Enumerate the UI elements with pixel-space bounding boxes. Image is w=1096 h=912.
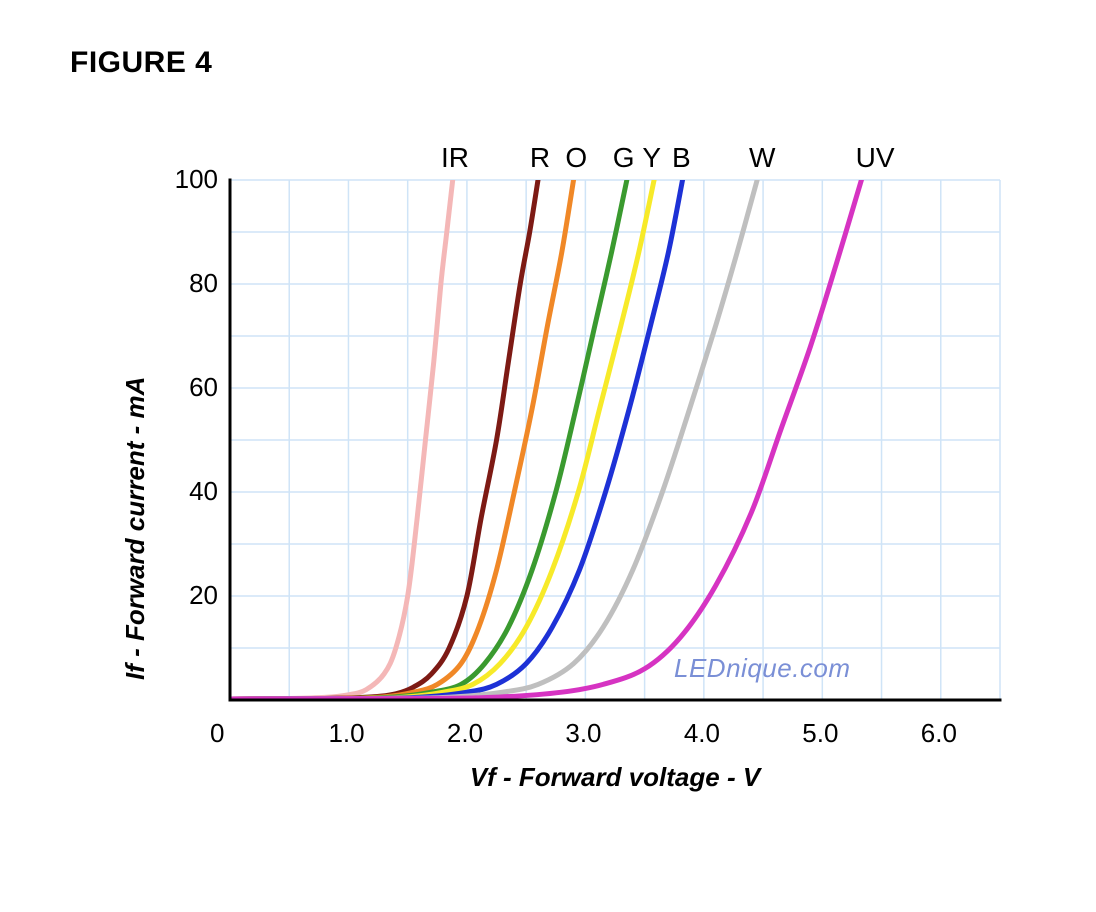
series-label-W: W: [749, 142, 775, 174]
x-tick-label: 2.0: [447, 718, 483, 749]
series-label-Y: Y: [642, 142, 661, 174]
series-label-UV: UV: [856, 142, 895, 174]
series-label-G: G: [613, 142, 635, 174]
x-tick-label: 6.0: [921, 718, 957, 749]
y-tick-label: 40: [189, 476, 218, 507]
y-axis-title: If - Forward current - mA: [120, 377, 151, 680]
x-axis-title: Vf - Forward voltage - V: [230, 762, 1000, 793]
series-label-R: R: [530, 142, 550, 174]
x-tick-label: 3.0: [565, 718, 601, 749]
chart-plot-area: [100, 130, 1002, 702]
y-tick-label: 20: [189, 580, 218, 611]
x-tick-label: 5.0: [802, 718, 838, 749]
y-tick-label: 60: [189, 372, 218, 403]
x-tick-label: 0: [210, 718, 224, 749]
page: FIGURE 4 20 40 60 80 100 0 1.0 2.0 3.0 4.0 5.0 6.0…: [0, 0, 1096, 912]
figure-title: FIGURE 4: [70, 46, 212, 80]
x-tick-label: 1.0: [328, 718, 364, 749]
series-label-IR: IR: [441, 142, 469, 174]
y-tick-label: 80: [189, 268, 218, 299]
led-iv-chart: 20 40 60 80 100 0 1.0 2.0 3.0 4.0 5.0 6.0 IR ROGYB W…: [100, 130, 1000, 860]
y-tick-label: 100: [175, 164, 218, 195]
watermark-text: LEDnique.com: [674, 653, 851, 684]
series-label-O: O: [565, 142, 587, 174]
x-tick-label: 4.0: [684, 718, 720, 749]
series-label-B: B: [672, 142, 691, 174]
